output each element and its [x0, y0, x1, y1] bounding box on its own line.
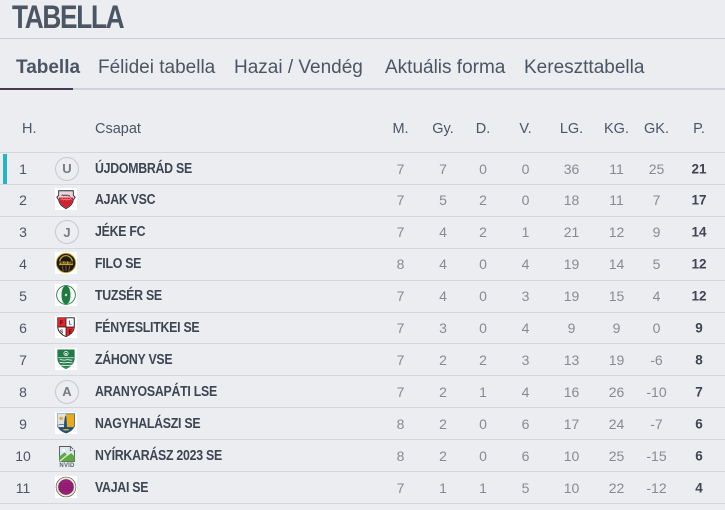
svg-text:L: L — [69, 320, 72, 326]
svg-text:FILO SE: FILO SE — [59, 261, 74, 265]
svg-text:F: F — [60, 320, 63, 326]
